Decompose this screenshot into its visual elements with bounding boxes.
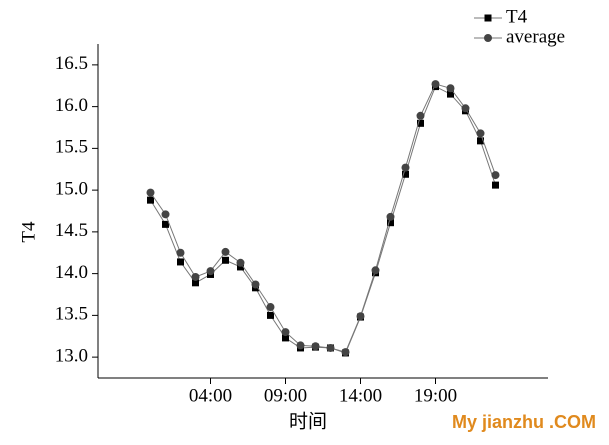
y-tick-label: 15.0 [55, 178, 88, 199]
data-point [191, 272, 200, 281]
data-point [281, 328, 290, 337]
data-point [386, 212, 395, 221]
data-point [431, 80, 440, 89]
x-tick-label: 09:00 [264, 385, 307, 406]
data-point [387, 219, 394, 227]
data-point [162, 220, 169, 228]
data-point [371, 266, 380, 275]
data-point [176, 248, 185, 257]
data-point [267, 311, 274, 319]
data-point [356, 312, 365, 321]
data-point [461, 104, 470, 113]
x-tick-label: 14:00 [339, 385, 382, 406]
data-point [401, 163, 410, 172]
data-point [147, 196, 154, 204]
data-point [491, 171, 500, 180]
legend-marker [484, 34, 492, 42]
watermark: My jianzhu .COM [452, 412, 596, 432]
legend-label: average [506, 26, 565, 47]
series-line [150, 83, 496, 353]
data-point [417, 119, 424, 127]
data-point [266, 303, 275, 312]
series-line [150, 85, 496, 354]
data-point [206, 267, 215, 276]
legend-label: T4 [506, 6, 528, 27]
data-point [402, 170, 409, 178]
data-point [161, 210, 170, 219]
x-axis-label: 时间 [289, 410, 327, 432]
y-tick-label: 14.0 [55, 262, 88, 283]
data-point [416, 111, 425, 120]
data-point [447, 90, 454, 98]
data-point [477, 137, 484, 145]
data-point [192, 279, 199, 287]
data-point [237, 263, 244, 271]
y-tick-label: 14.5 [55, 220, 88, 241]
data-point [222, 256, 229, 264]
legend-marker [484, 14, 492, 22]
data-point [282, 334, 289, 342]
data-point [476, 129, 485, 138]
data-point [296, 341, 305, 350]
data-point [492, 181, 499, 189]
data-point [221, 247, 230, 256]
data-point [177, 258, 184, 266]
data-point [311, 342, 320, 351]
y-tick-label: 15.5 [55, 137, 88, 158]
data-point [146, 188, 155, 197]
y-tick-label: 16.0 [55, 95, 88, 116]
data-point [341, 348, 350, 357]
y-tick-label: 13.5 [55, 304, 88, 325]
x-tick-label: 19:00 [414, 385, 457, 406]
y-tick-label: 16.5 [55, 53, 88, 74]
y-axis-label: T4 [18, 221, 39, 243]
y-tick-label: 13.0 [55, 345, 88, 366]
data-point [446, 84, 455, 93]
data-point [236, 258, 245, 267]
x-tick-label: 04:00 [189, 385, 232, 406]
data-point [251, 280, 260, 289]
data-point [326, 343, 335, 352]
